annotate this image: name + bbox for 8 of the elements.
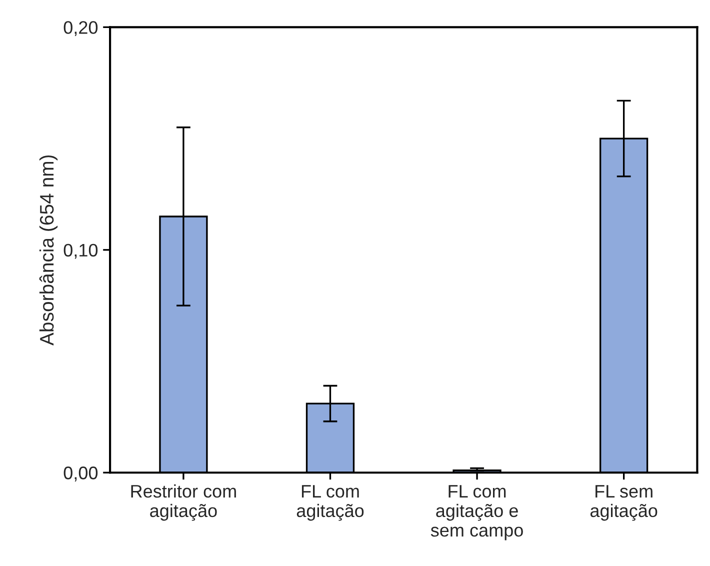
- x-tick-label: FL com agitação: [296, 485, 364, 521]
- y-tick-label: 0,10: [64, 244, 98, 259]
- x-tick-label: FL sem agitação: [590, 485, 658, 521]
- y-tick-label: 0,00: [64, 466, 98, 482]
- x-tick-label: FL com agitação e sem campo: [430, 485, 523, 540]
- y-tick-label: 0,20: [64, 21, 98, 36]
- x-tick-label: Restritor com agitação: [131, 484, 236, 521]
- y-axis-title: Absorbância (654 nm): [39, 155, 58, 346]
